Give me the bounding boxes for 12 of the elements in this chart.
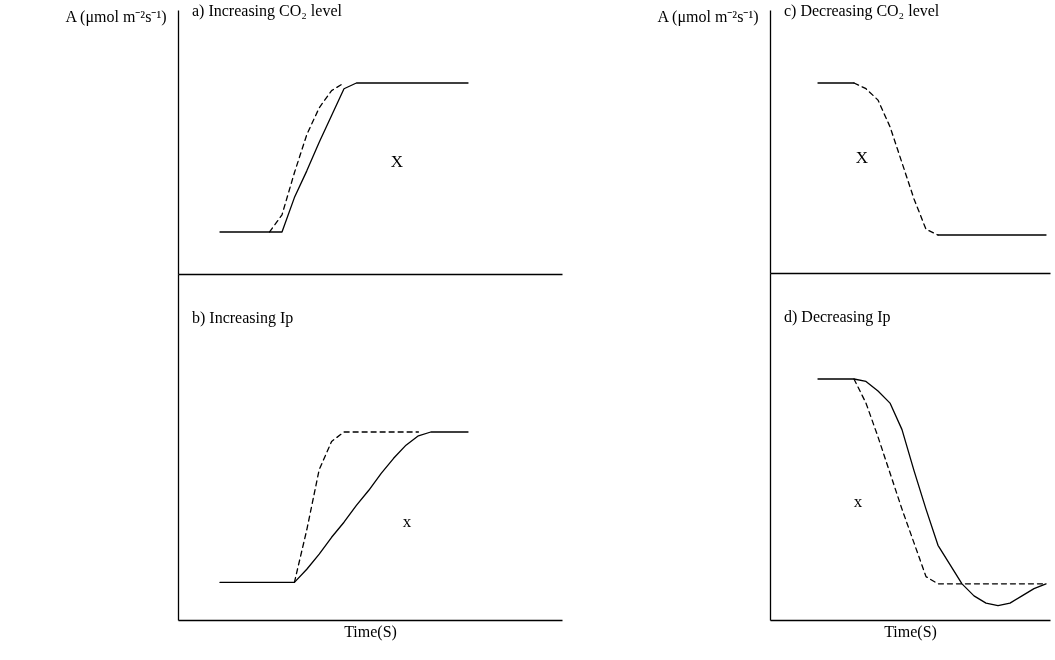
x-axis-title: Time(S)	[884, 622, 937, 641]
chart-title: c) Decreasing CO₂ level	[784, 2, 940, 20]
annotation: X	[855, 148, 869, 167]
chart-title: d) Decreasing Ip	[784, 308, 891, 326]
annotation: x	[402, 512, 412, 531]
y-axis-title: A (μmol m⁻²s⁻¹)	[657, 7, 759, 26]
x-axis-title: Time(S)	[344, 622, 397, 641]
annotation: x	[853, 492, 863, 511]
annotation: X	[390, 152, 404, 171]
y-axis-title: A (μmol m⁻²s⁻¹)	[65, 7, 167, 26]
chart-title: a) Increasing CO₂ level	[192, 2, 343, 20]
chart-title: b) Increasing Ip	[192, 309, 294, 327]
